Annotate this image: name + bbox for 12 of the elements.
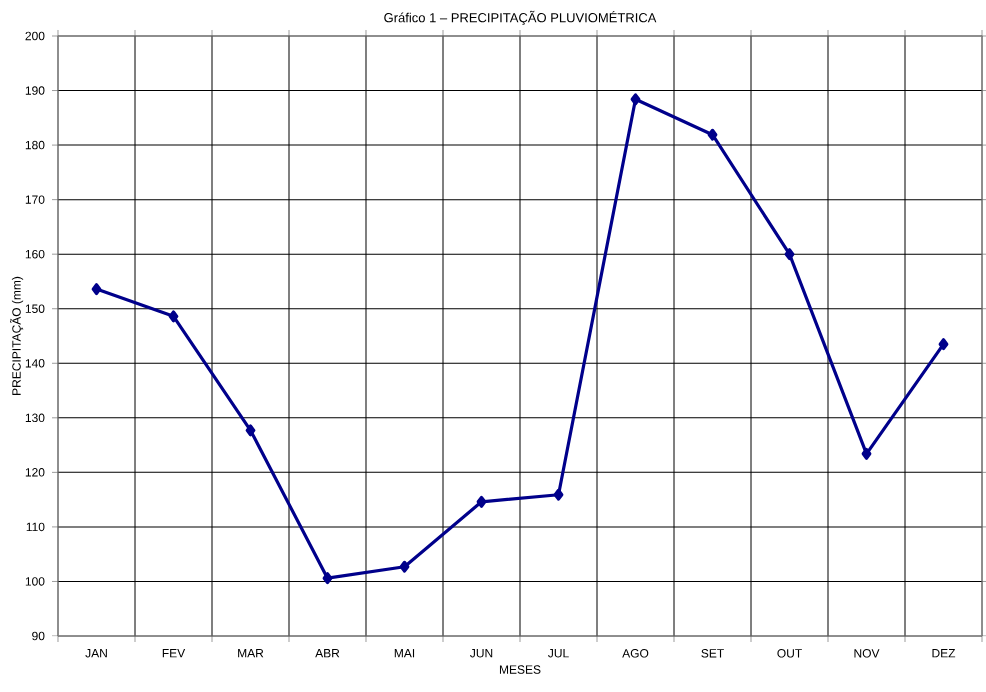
point [861,447,872,460]
point [91,283,102,296]
point [399,560,410,573]
point [707,128,718,141]
point [168,310,179,323]
point [322,572,333,585]
point [630,93,641,106]
point [553,488,564,501]
point [476,495,487,508]
point [938,338,949,351]
point [245,424,256,437]
point [784,248,795,261]
